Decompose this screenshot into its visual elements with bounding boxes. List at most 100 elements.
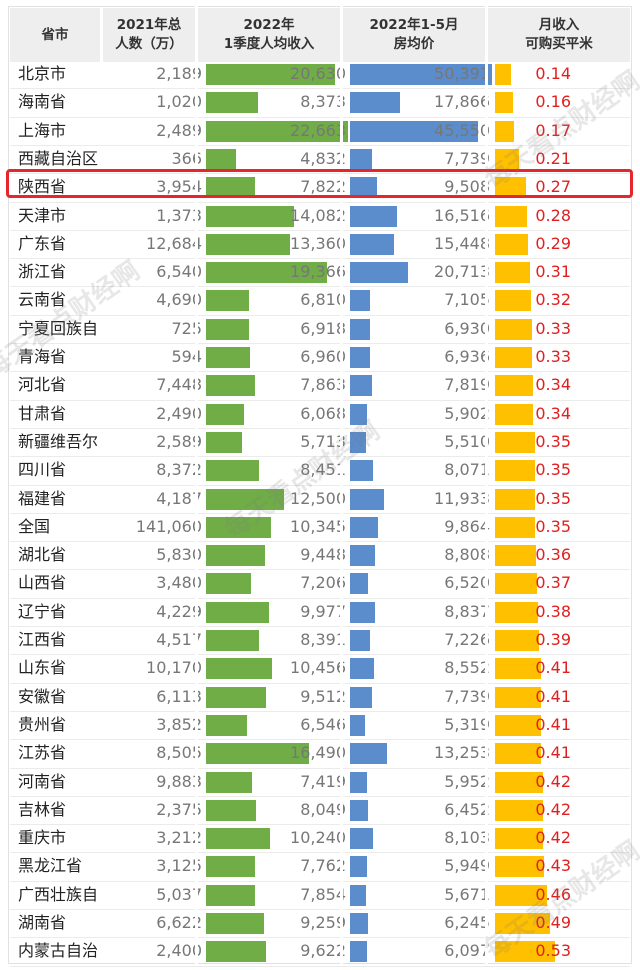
header-region: 省市: [10, 8, 100, 62]
table-row: 福建省 4,187 12,500 11,933 0.35: [10, 485, 630, 513]
row-divider: [10, 767, 630, 769]
price-cell: 5,949: [350, 852, 494, 880]
row-divider: [10, 654, 630, 656]
income-bar: [206, 375, 256, 397]
sqm-bar: [495, 714, 542, 736]
sqm-bar: [495, 233, 528, 255]
header-income-line1: 2022年: [243, 17, 295, 33]
price-value: 5,671: [444, 884, 490, 904]
table-row: 北京市 2,189 20,630 50,391 0.14: [10, 60, 630, 88]
header-population-line1: 2021年总: [116, 17, 182, 33]
income-cell: 9,448: [206, 541, 350, 569]
income-bar: [206, 601, 269, 623]
sqm-value: 0.43: [535, 856, 571, 876]
sqm-value: 0.35: [535, 516, 571, 536]
income-cell: 22,663: [206, 117, 350, 145]
income-bar: [206, 516, 271, 538]
population-value: 7,448: [156, 375, 202, 395]
income-bar: [206, 941, 267, 963]
price-value: 50,391: [434, 64, 490, 83]
row-divider: [10, 710, 630, 712]
region-name: 陕西省: [18, 177, 67, 197]
price-value: 6,245: [444, 913, 490, 932]
price-cell: 8,552: [350, 654, 494, 682]
price-cell: 7,105: [350, 286, 494, 314]
region-name: 河南省: [18, 771, 67, 791]
sqm-cell: 0.38: [495, 598, 625, 626]
sqm-cell: 0.43: [495, 852, 625, 880]
income-bar: [206, 460, 259, 482]
income-value: 20,630: [290, 64, 346, 83]
sqm-bar: [495, 799, 543, 821]
income-cell: 20,630: [206, 60, 350, 88]
price-value: 7,739: [444, 686, 490, 706]
header-population: 2021年总 人数（万）: [103, 8, 195, 62]
price-cell: 8,808: [350, 541, 494, 569]
income-value: 7,419: [300, 771, 346, 791]
price-cell: 13,253: [350, 739, 494, 767]
price-value: 7,739: [444, 148, 490, 168]
sqm-cell: 0.42: [495, 796, 625, 824]
header-income-line2: 1季度人均收入: [223, 36, 315, 52]
income-value: 5,713: [300, 431, 346, 451]
price-bar: [350, 205, 397, 227]
header-price: 2022年1-5月 房均价: [343, 8, 485, 62]
column-divider: [340, 6, 343, 964]
price-value: 5,510: [444, 431, 490, 451]
price-cell: 9,508: [350, 173, 494, 201]
price-value: 16,516: [434, 205, 490, 225]
header-population-line2: 人数（万）: [115, 36, 183, 52]
income-value: 13,360: [290, 233, 346, 253]
row-divider: [10, 541, 630, 543]
region-name: 西藏自治区: [18, 148, 99, 168]
price-value: 6,930: [444, 318, 490, 338]
price-cell: 8,837: [350, 598, 494, 626]
income-cell: 7,206: [206, 569, 350, 597]
row-divider: [10, 852, 630, 854]
header-price-line1: 2022年1-5月: [369, 17, 459, 33]
table-row: 陕西省 3,954 7,822 9,508 0.27: [10, 173, 630, 201]
price-bar: [350, 290, 371, 312]
income-value: 4,832: [300, 148, 346, 168]
sqm-bar: [495, 205, 527, 227]
population-value: 2,489: [156, 120, 202, 140]
income-bar: [206, 884, 256, 906]
row-divider: [10, 399, 630, 401]
sqm-value: 0.35: [535, 488, 571, 508]
price-bar: [350, 233, 394, 255]
income-cell: 4,832: [206, 145, 350, 173]
region-name: 广东省: [18, 233, 67, 253]
row-divider: [10, 116, 630, 118]
sqm-value: 0.34: [535, 403, 571, 423]
income-cell: 9,512: [206, 683, 350, 711]
row-divider: [10, 569, 630, 571]
population-value: 3,480: [156, 573, 202, 593]
income-bar: [206, 545, 266, 567]
income-bar: [206, 233, 290, 255]
table-row: 江苏省 8,505 16,490 13,253 0.41: [10, 739, 630, 767]
sqm-value: 0.35: [535, 431, 571, 451]
table-row: 贵州省 3,852 6,546 5,319 0.41: [10, 711, 630, 739]
income-cell: 6,546: [206, 711, 350, 739]
income-value: 6,918: [300, 318, 346, 338]
sqm-value: 0.35: [535, 460, 571, 480]
income-cell: 12,500: [206, 485, 350, 513]
sqm-value: 0.16: [535, 92, 571, 112]
income-value: 10,240: [290, 828, 346, 848]
price-cell: 7,819: [350, 371, 494, 399]
sqm-cell: 0.49: [495, 909, 625, 937]
price-bar: [350, 318, 370, 340]
income-bar: [206, 403, 245, 425]
region-name: 宁夏回族自: [18, 318, 99, 338]
price-cell: 50,391: [350, 60, 494, 88]
sqm-value: 0.17: [535, 120, 571, 140]
income-value: 7,206: [300, 573, 346, 593]
header-sqm-line2: 可购买平米: [525, 36, 593, 52]
income-bar: [206, 177, 255, 199]
sqm-cell: 0.27: [495, 173, 625, 201]
sqm-value: 0.42: [535, 771, 571, 791]
table-row: 新疆维吾尔 2,589 5,713 5,510 0.35: [10, 428, 630, 456]
price-cell: 6,930: [350, 315, 494, 343]
sqm-cell: 0.35: [495, 456, 625, 484]
row-divider: [10, 739, 630, 741]
